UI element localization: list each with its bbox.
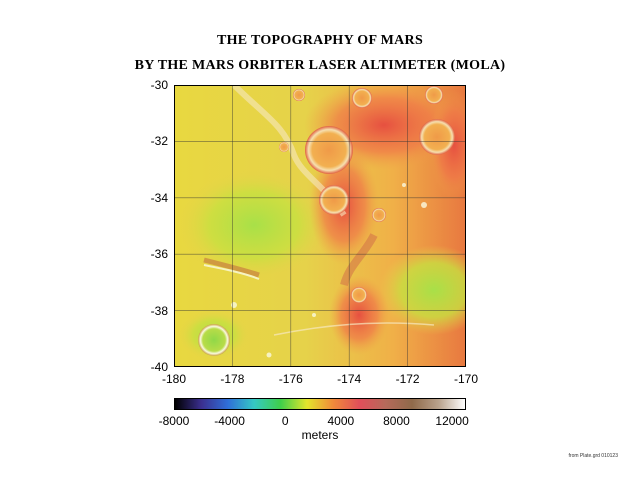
map-title-line2: BY THE MARS ORBITER LASER ALTIMETER (MOL… xyxy=(134,58,506,73)
topography-map xyxy=(174,85,466,367)
elevation-colorbar xyxy=(174,398,466,410)
colorbar-tick-label: 4000 xyxy=(327,414,355,428)
longitude-tick-label: -172 xyxy=(395,372,420,386)
colorbar-tick-label: 8000 xyxy=(383,414,410,428)
latitude-tick-label: -32 xyxy=(150,134,168,149)
colorbar-tick-label: -8000 xyxy=(158,414,190,428)
latitude-tick-label: -40 xyxy=(150,360,168,374)
longitude-tick-label: -174 xyxy=(337,372,362,386)
map-grid xyxy=(174,85,466,367)
latitude-tick-label: -30 xyxy=(150,78,168,92)
longitude-tick-label: -170 xyxy=(453,372,479,386)
topography-map-image xyxy=(174,85,466,367)
colorbar-tick-label: 12000 xyxy=(435,414,469,428)
colorbar-tick-label: 0 xyxy=(281,414,289,428)
longitude-tick-label: -176 xyxy=(278,372,303,386)
colorbar-tick-label: -4000 xyxy=(214,414,245,428)
longitude-tick-label: -180 xyxy=(161,372,187,386)
latitude-tick-label: -38 xyxy=(150,303,168,318)
map-title-line1: THE TOPOGRAPHY OF MARS xyxy=(216,33,424,48)
source-footnote: from Plate.grd 010123 xyxy=(568,453,618,459)
latitude-tick-label: -36 xyxy=(150,247,168,262)
longitude-tick-label: -178 xyxy=(220,372,245,386)
latitude-tick-label: -34 xyxy=(150,190,168,205)
colorbar-label: meters xyxy=(301,428,339,442)
